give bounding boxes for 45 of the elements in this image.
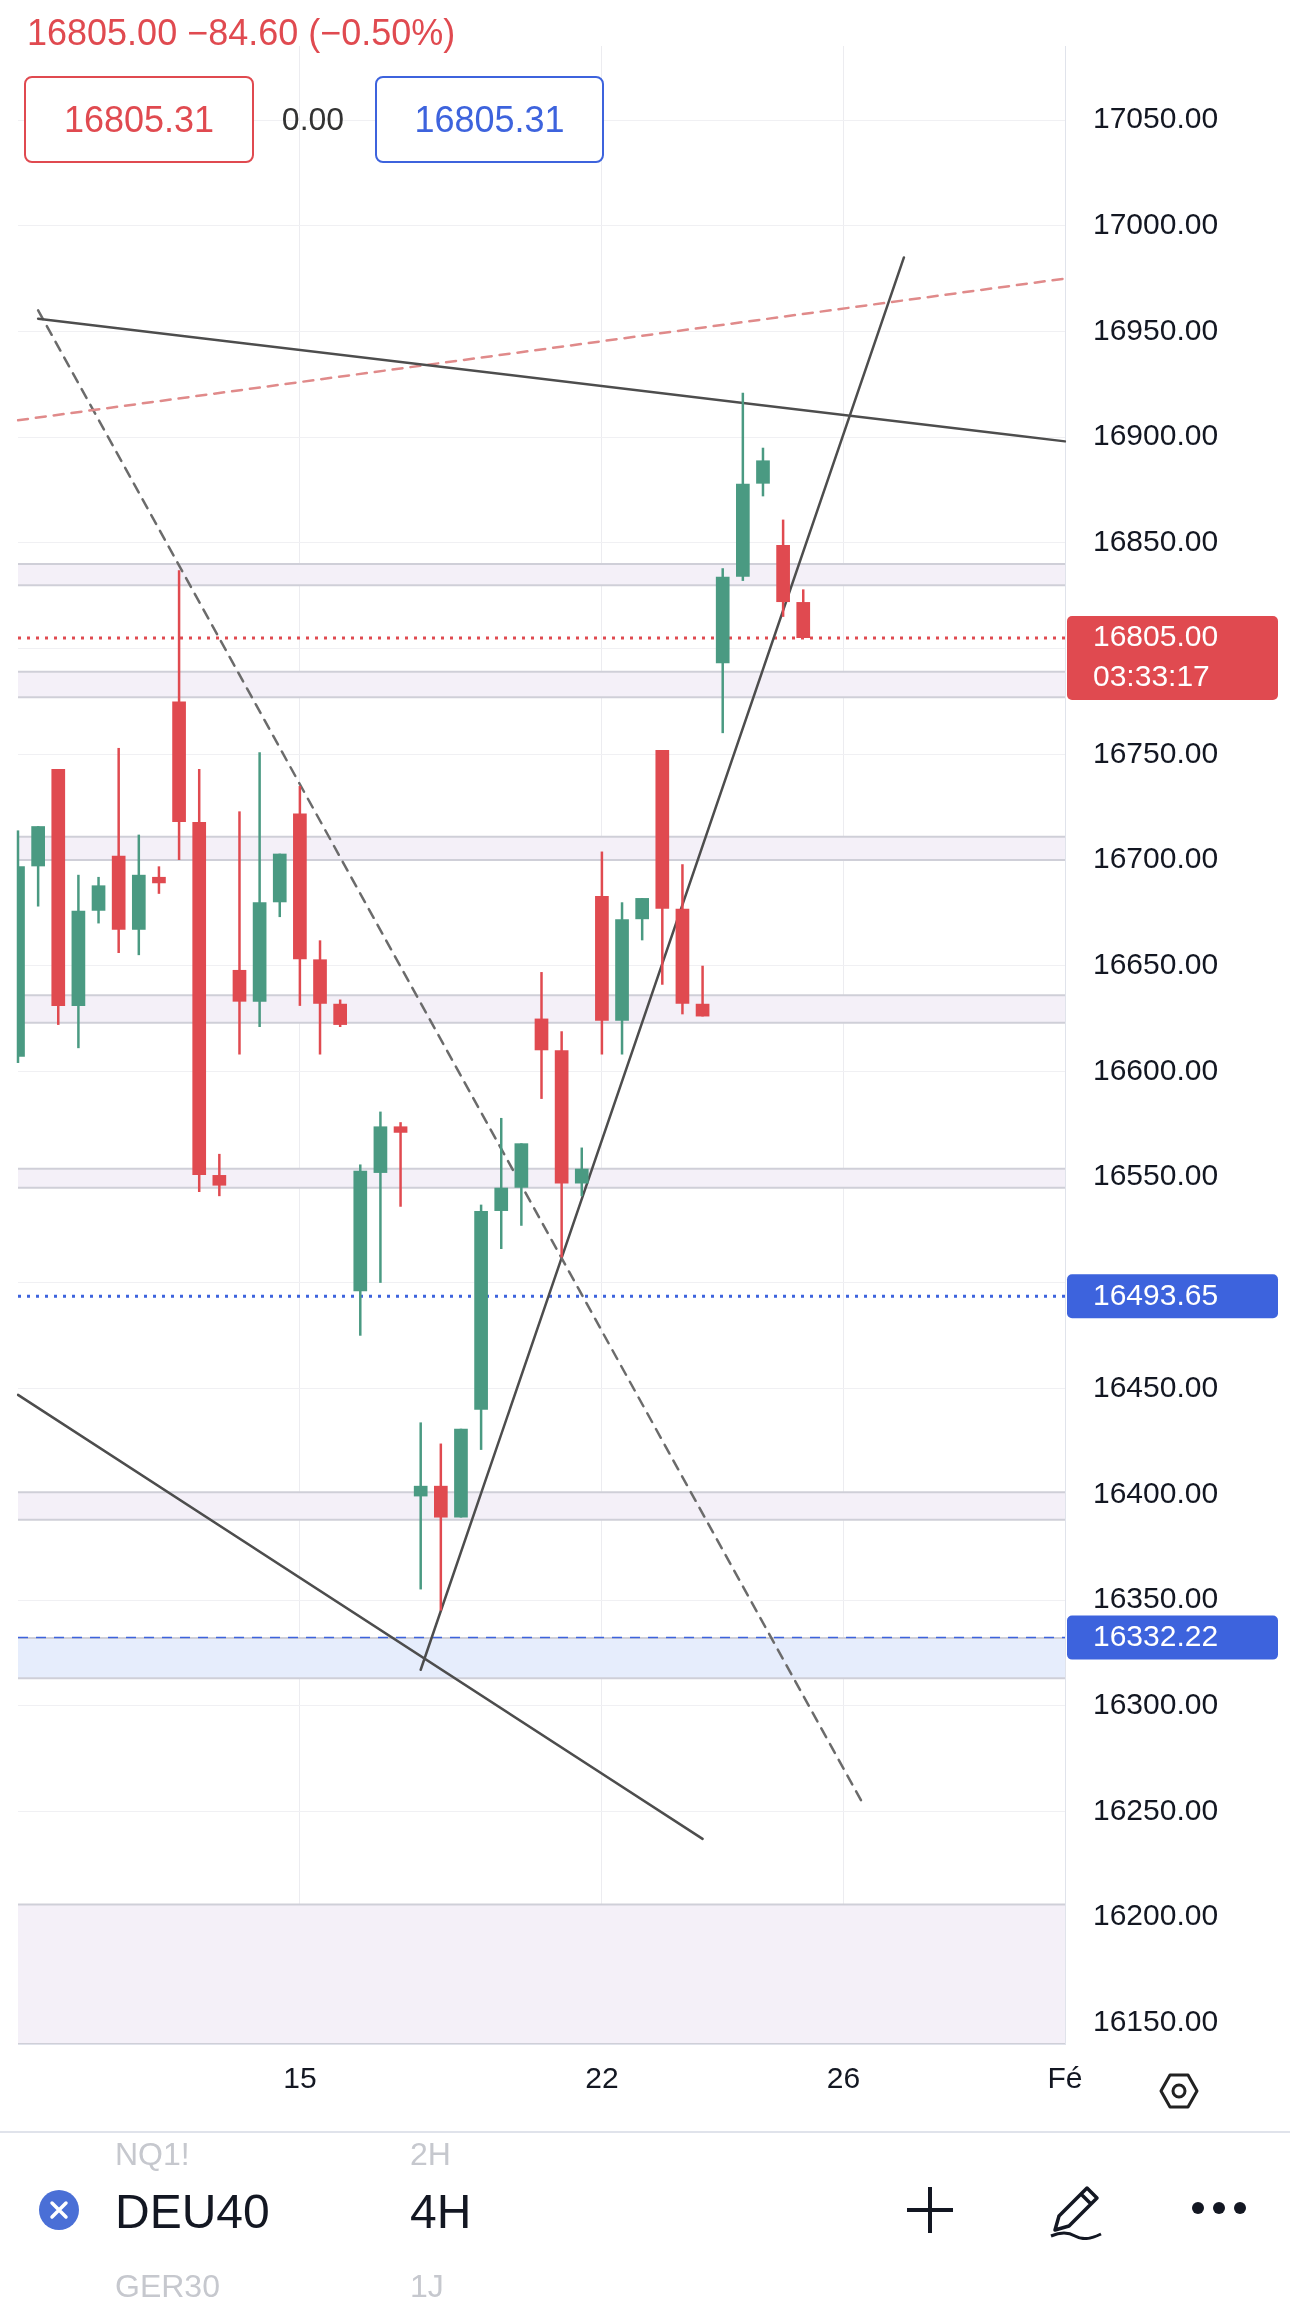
- candlestick: [393, 1120, 408, 1208]
- candlestick: [212, 1152, 227, 1198]
- text: 03:33:17: [1093, 659, 1210, 693]
- candlestick: [413, 1421, 428, 1591]
- annotation: 16805.00 −84.60 (−0.50%): [27, 12, 456, 54]
- text: DEU40: [115, 2184, 270, 2239]
- y-tick-label: 16600.00: [1093, 1052, 1219, 1086]
- y-tick-label: 16400.00: [1093, 1475, 1219, 1509]
- text: 1J: [410, 2268, 444, 2305]
- candlestick: [574, 1146, 589, 1198]
- ref-line-label: 16493.65: [1093, 1277, 1219, 1311]
- x-tick-label: Fé: [1047, 2061, 1083, 2095]
- y-tick-label: 16650.00: [1093, 946, 1219, 980]
- candlestick: [333, 998, 347, 1029]
- y-tick-label: 16750.00: [1093, 735, 1219, 769]
- annotation: 16805.31: [375, 76, 604, 163]
- y-tick-label: 16450.00: [1093, 1369, 1219, 1403]
- y-tick-label: 16300.00: [1093, 1686, 1219, 1720]
- x-tick-label: 26: [826, 2061, 861, 2095]
- ref-line-label: 16332.22: [1093, 1618, 1219, 1652]
- candlestick: [635, 896, 650, 942]
- y-tick-label: 17050.00: [1093, 101, 1219, 135]
- text: GER30: [115, 2268, 220, 2305]
- candlestick: [695, 964, 710, 1018]
- y-tick-label: 16850.00: [1093, 524, 1219, 558]
- y-tick-label: 16200.00: [1093, 1898, 1219, 1932]
- text: NQ1!: [115, 2136, 190, 2173]
- annotation: 16805.31: [24, 76, 254, 163]
- x-tick-label: 15: [283, 2061, 317, 2095]
- y-tick-label: 16550.00: [1093, 1158, 1219, 1192]
- candlestick: [152, 865, 166, 896]
- ref-line-label: 16805.00: [1093, 619, 1219, 653]
- annotation: 0.00: [280, 100, 346, 139]
- y-tick-label: 16350.00: [1093, 1581, 1219, 1615]
- y-tick-label: 16900.00: [1093, 418, 1219, 452]
- x-tick-label: 22: [585, 2061, 619, 2095]
- candlestick: [756, 446, 770, 498]
- y-tick-label: 17000.00: [1093, 206, 1219, 240]
- text: 4H: [410, 2184, 472, 2239]
- y-tick-label: 16250.00: [1093, 1792, 1219, 1826]
- y-tick-label: 16700.00: [1093, 841, 1219, 875]
- candlestick: [494, 1116, 509, 1251]
- y-tick-label: 16950.00: [1093, 312, 1219, 346]
- y-tick-label: 16150.00: [1093, 2004, 1219, 2038]
- text: 2H: [410, 2136, 451, 2173]
